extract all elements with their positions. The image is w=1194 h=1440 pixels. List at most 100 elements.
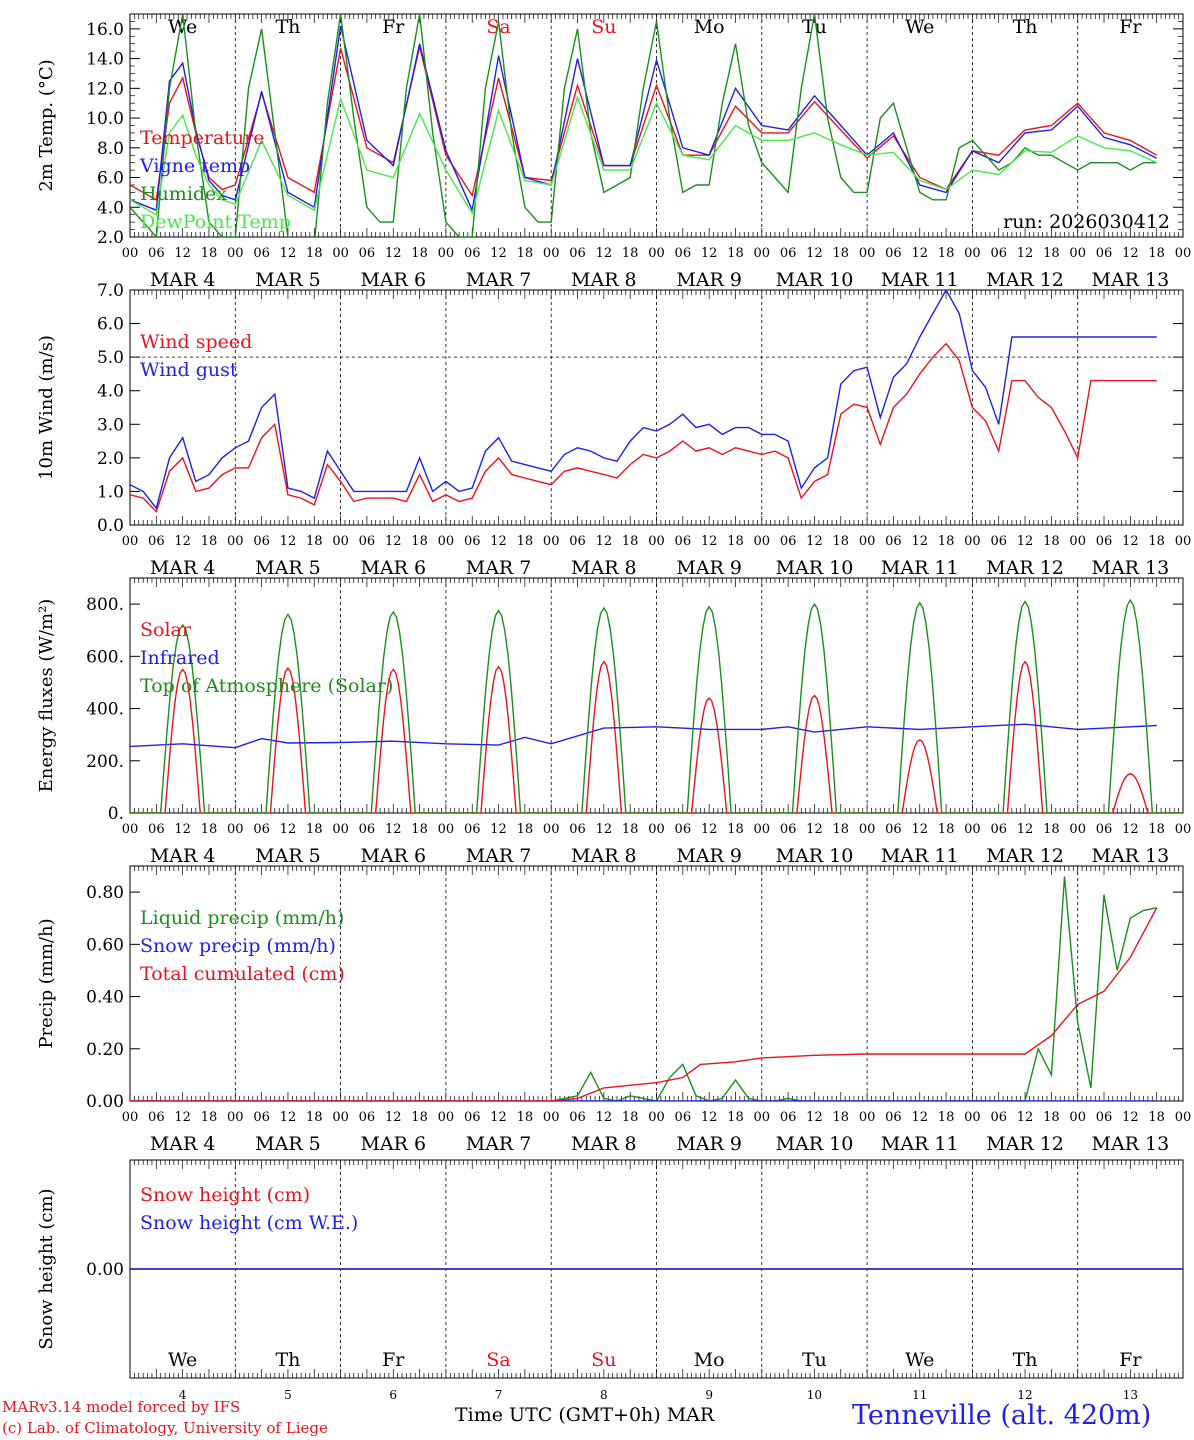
y-tick-label: 5.0 bbox=[97, 348, 124, 368]
x-date-label: MAR 8 bbox=[571, 845, 637, 867]
day-number: 13 bbox=[1123, 1388, 1138, 1402]
x-hour-label: 06 bbox=[253, 246, 270, 261]
x-hour-label: 06 bbox=[780, 534, 797, 549]
y-tick-label: 6.0 bbox=[97, 315, 124, 335]
y-tick-label: 12.0 bbox=[86, 79, 124, 99]
lab-credit: (c) Lab. of Climatology, University of L… bbox=[2, 1419, 328, 1437]
x-hour-label: 12 bbox=[1017, 1110, 1034, 1125]
x-hour-label: 00 bbox=[543, 246, 560, 261]
x-hour-label: 00 bbox=[332, 1110, 349, 1125]
x-hour-label: 00 bbox=[1175, 534, 1192, 549]
day-name-bottom: Th bbox=[1013, 1349, 1038, 1371]
x-hour-label: 18 bbox=[833, 534, 850, 549]
x-date-label: MAR 7 bbox=[466, 1133, 532, 1155]
x-date-label: MAR 9 bbox=[676, 1133, 742, 1155]
x-hour-label: 18 bbox=[201, 822, 218, 837]
x-hour-label: 00 bbox=[1069, 246, 1086, 261]
run-annotation: run: 2026030412 bbox=[1003, 211, 1170, 233]
x-hour-label: 06 bbox=[148, 1110, 165, 1125]
x-hour-label: 18 bbox=[833, 822, 850, 837]
x-hour-label: 06 bbox=[1096, 246, 1113, 261]
precip-series bbox=[130, 876, 1158, 1101]
x-date-label: MAR 5 bbox=[255, 1133, 321, 1155]
y-axis-label: 10m Wind (m/s) bbox=[36, 335, 57, 480]
x-hour-label: 00 bbox=[754, 534, 771, 549]
y-tick-label: 0.00 bbox=[86, 1092, 124, 1112]
x-hour-label: 18 bbox=[1043, 822, 1060, 837]
day-name-top: Mo bbox=[694, 16, 725, 38]
x-hour-label: 12 bbox=[1017, 246, 1034, 261]
y-tick-label: 0.00 bbox=[86, 1260, 124, 1280]
x-hour-label: 12 bbox=[1017, 822, 1034, 837]
x-hour-label: 18 bbox=[622, 1110, 639, 1125]
y-tick-label: 6.0 bbox=[97, 169, 124, 189]
x-date-label: MAR 6 bbox=[360, 269, 426, 291]
series-line-wind-gust bbox=[130, 290, 1157, 510]
x-hour-label: 06 bbox=[359, 534, 376, 549]
x-hour-label: 18 bbox=[201, 534, 218, 549]
wind-series bbox=[130, 290, 1157, 513]
x-hour-label: 18 bbox=[1043, 246, 1060, 261]
x-hour-label: 12 bbox=[174, 1110, 191, 1125]
x-hour-label: 06 bbox=[990, 246, 1007, 261]
x-hour-label: 00 bbox=[964, 822, 981, 837]
x-date-label: MAR 6 bbox=[360, 1133, 426, 1155]
day-number: 4 bbox=[179, 1388, 187, 1402]
x-hour-label: 00 bbox=[754, 1110, 771, 1125]
y-tick-label: 1.0 bbox=[97, 482, 124, 502]
x-hour-label: 12 bbox=[911, 1110, 928, 1125]
x-hour-label: 18 bbox=[517, 822, 534, 837]
x-hour-label: 12 bbox=[596, 246, 613, 261]
x-hour-label: 18 bbox=[833, 246, 850, 261]
x-hour-label: 18 bbox=[727, 246, 744, 261]
x-date-label: MAR 11 bbox=[881, 1133, 959, 1155]
day-name-top: Th bbox=[1013, 16, 1038, 38]
x-hour-label: 12 bbox=[596, 534, 613, 549]
x-hour-label: 00 bbox=[754, 822, 771, 837]
x-hour-label: 18 bbox=[622, 534, 639, 549]
x-hour-label: 00 bbox=[1069, 1110, 1086, 1125]
x-date-label: MAR 8 bbox=[571, 269, 637, 291]
x-hour-label: 00 bbox=[648, 246, 665, 261]
x-date-label: MAR 5 bbox=[255, 557, 321, 579]
x-hour-label: 00 bbox=[1175, 822, 1192, 837]
precip-panel: 0.00 0.20 0.40 0.60 0.80 Precip (mm/h) Liquid … bbox=[36, 865, 1192, 1155]
x-hour-label: 12 bbox=[280, 1110, 297, 1125]
x-date-label: MAR 10 bbox=[776, 269, 854, 291]
x-hour-label: 18 bbox=[727, 534, 744, 549]
legend-entry: Snow precip (mm/h) bbox=[140, 935, 336, 957]
x-hour-labels: 00 06 12 18 MAR 4 00 06 12 18 MAR 5 00 06 12 18 MAR 6 0… bbox=[122, 534, 1192, 579]
x-hour-label: 18 bbox=[1043, 1110, 1060, 1125]
x-date-label: MAR 10 bbox=[776, 845, 854, 867]
x-date-label: MAR 13 bbox=[1091, 557, 1169, 579]
x-ticks bbox=[129, 866, 1184, 1101]
day-name-bottom: Th bbox=[275, 1349, 300, 1371]
y-tick-label: 3.0 bbox=[97, 415, 124, 435]
y-axis-label: Precip (mm/h) bbox=[36, 918, 57, 1048]
series-line-wind-speed bbox=[130, 342, 1157, 513]
x-date-label: MAR 4 bbox=[150, 557, 216, 579]
x-hour-label: 18 bbox=[201, 246, 218, 261]
x-hour-label: 12 bbox=[806, 1110, 823, 1125]
x-hour-label: 18 bbox=[1148, 822, 1165, 837]
y-tick-label: 200. bbox=[86, 752, 124, 772]
x-hour-label: 12 bbox=[911, 534, 928, 549]
x-hour-label: 06 bbox=[990, 1110, 1007, 1125]
x-date-label: MAR 12 bbox=[986, 557, 1064, 579]
x-hour-labels: 00 06 12 18 MAR 4 00 06 12 18 MAR 5 00 06 12 18 MAR 6 0… bbox=[122, 1110, 1192, 1155]
temp-series bbox=[130, 14, 1158, 237]
legend-entry: Temperature bbox=[140, 127, 264, 149]
x-hour-label: 00 bbox=[122, 246, 139, 261]
x-hour-label: 12 bbox=[385, 246, 402, 261]
x-hour-label: 18 bbox=[306, 534, 323, 549]
day-number: 5 bbox=[284, 1388, 292, 1402]
x-hour-label: 18 bbox=[306, 246, 323, 261]
x-hour-label: 12 bbox=[806, 822, 823, 837]
x-hour-label: 00 bbox=[122, 822, 139, 837]
x-hour-label: 00 bbox=[332, 534, 349, 549]
day-number: 6 bbox=[389, 1388, 397, 1402]
wind-panel: 0.0 1.0 2.0 3.0 4.0 5.0 6.0 7.0 10m Wind (m/s) Wi… bbox=[36, 281, 1191, 579]
legend-entry: Humidex bbox=[140, 183, 227, 205]
x-hour-label: 06 bbox=[675, 246, 692, 261]
x-hour-label: 06 bbox=[148, 246, 165, 261]
